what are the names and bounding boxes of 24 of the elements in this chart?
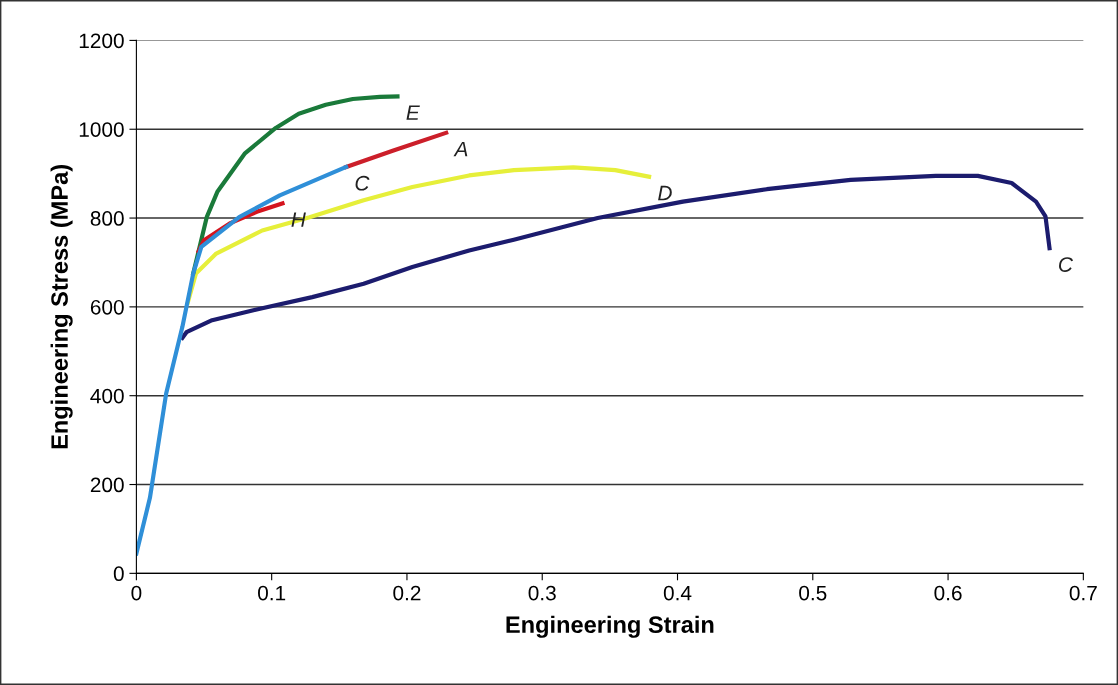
y-tick-label: 0 xyxy=(113,566,124,582)
line-series xyxy=(180,173,1052,341)
line-series xyxy=(136,164,349,556)
series-label: E xyxy=(406,105,420,120)
series-label: C xyxy=(1059,257,1074,272)
x-tick-label: 0.5 xyxy=(799,585,827,601)
series-label: A xyxy=(453,141,468,157)
y-tick-label: 200 xyxy=(90,477,124,493)
y-tick-label: 1000 xyxy=(79,122,124,137)
x-tick-label: 0.3 xyxy=(528,585,556,601)
x-tick-label: 0.7 xyxy=(1069,585,1097,601)
y-tick-label: 600 xyxy=(90,299,124,315)
x-tick-label: 0.1 xyxy=(258,585,286,601)
x-tick-label: 0 xyxy=(131,585,142,601)
y-tick-label: 1200 xyxy=(79,33,124,49)
x-tick-label: 0.2 xyxy=(393,585,421,601)
x-axis-title: Engineering Strain xyxy=(506,615,714,638)
y-tick-label: 400 xyxy=(90,388,124,404)
x-tick-label: 0.4 xyxy=(663,585,692,601)
y-axis-title: Engineering Stress (MPa) xyxy=(50,165,73,449)
series-label: D xyxy=(658,185,672,201)
x-tick-label: 0.6 xyxy=(934,585,962,601)
y-tick-label: 800 xyxy=(90,211,124,226)
series-label: C xyxy=(355,175,370,191)
